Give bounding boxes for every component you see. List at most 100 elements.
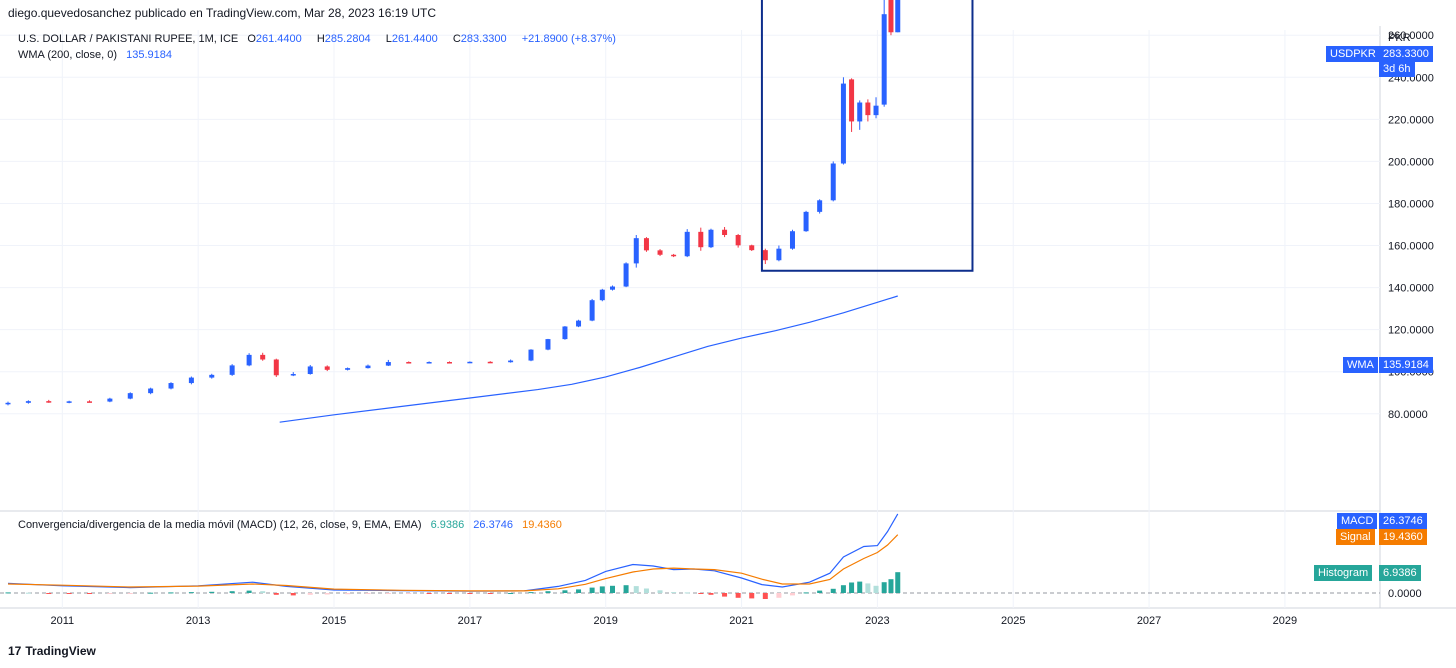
candle <box>735 233 741 248</box>
candle-body <box>508 360 514 363</box>
wma-label: WMA (200, close, 0) <box>18 49 118 61</box>
histogram-bar <box>643 588 649 593</box>
wma-axis-badge[interactable]: WMA <box>1343 357 1378 373</box>
candle <box>467 361 473 364</box>
candle-body <box>849 79 855 122</box>
time-tick-label: 2021 <box>729 615 753 627</box>
candle-body <box>487 361 493 364</box>
time-tick-label: 2027 <box>1137 615 1161 627</box>
histogram-bar <box>188 592 194 594</box>
signal-axis-badge[interactable]: Signal <box>1336 529 1375 545</box>
wma-value: 135.9184 <box>126 49 172 61</box>
tradingview-logo-icon: 17 <box>8 644 22 658</box>
candle-body <box>25 401 31 403</box>
candle <box>873 97 879 119</box>
histogram-bar <box>290 593 296 596</box>
histogram-bar <box>209 591 215 593</box>
price-tick-label: 80.0000 <box>1388 409 1428 421</box>
wma-legend[interactable]: WMA (200, close, 0) 135.9184 <box>18 49 178 61</box>
candle-body <box>576 320 582 327</box>
highlight-box[interactable] <box>760 0 974 272</box>
candle <box>803 210 809 232</box>
histogram-bar <box>528 592 534 594</box>
macd-signal-value: 19.4360 <box>522 519 562 531</box>
candle <box>307 364 313 375</box>
histogram-bar <box>345 593 351 595</box>
candle <box>446 361 452 364</box>
candle-body <box>562 326 568 340</box>
candle-body <box>148 388 154 394</box>
candle <box>66 400 72 404</box>
candle <box>684 229 690 258</box>
candle-body <box>789 231 795 249</box>
candle <box>273 358 279 377</box>
candle-body <box>209 374 215 378</box>
histogram-bar <box>87 593 93 594</box>
candle <box>643 237 649 252</box>
candle <box>857 100 863 130</box>
candle-body <box>671 254 677 257</box>
candles[interactable] <box>5 0 901 406</box>
histogram-bar <box>545 591 551 593</box>
candle <box>290 372 296 377</box>
candle <box>46 399 52 403</box>
candle-body <box>127 393 133 399</box>
candle-body <box>830 163 836 201</box>
macd-pane[interactable] <box>0 513 1380 599</box>
histogram-bar <box>749 593 755 599</box>
candle-body <box>722 229 728 236</box>
histogram-bar <box>487 593 493 594</box>
candle <box>406 361 412 364</box>
histogram-bar <box>817 590 823 593</box>
histogram-bar <box>66 593 72 594</box>
candle-body <box>5 402 11 405</box>
candle <box>365 364 371 369</box>
open-label: O <box>247 33 256 45</box>
histogram-bar <box>888 579 894 593</box>
countdown-badge: 3d 6h <box>1379 61 1415 77</box>
macd-legend[interactable]: Convergencia/divergencia de la media móv… <box>18 519 568 531</box>
time-tick-label: 2015 <box>322 615 346 627</box>
candle-body <box>385 362 391 366</box>
histogram-bar <box>406 593 412 594</box>
histogram-bar <box>671 592 677 594</box>
histogram-bar <box>148 592 154 594</box>
histogram-bar <box>260 591 266 593</box>
candle <box>888 0 894 36</box>
candle-body <box>684 231 690 257</box>
histogram-axis-badge[interactable]: Histogram <box>1314 565 1373 581</box>
candle <box>229 364 235 376</box>
time-tick-label: 2011 <box>51 615 75 627</box>
candle-body <box>803 211 809 232</box>
macd-axis-badge[interactable]: MACD <box>1337 513 1378 529</box>
symbol-badge[interactable]: USDPKR <box>1326 46 1380 62</box>
candle-body <box>290 374 296 376</box>
candle-body <box>246 354 252 366</box>
histogram-bar <box>657 590 663 593</box>
candle <box>881 0 887 107</box>
candle <box>209 373 215 379</box>
candle <box>107 397 113 403</box>
candle-body <box>735 235 741 246</box>
histogram-bar <box>324 593 330 595</box>
signal-series-line <box>7 534 899 592</box>
candle <box>168 382 174 390</box>
candle-body <box>599 289 605 301</box>
price-badge: 283.3300 <box>1379 46 1433 62</box>
candle-body <box>643 238 649 251</box>
macd-hist-value: 6.9386 <box>430 519 465 531</box>
time-tick-label: 2029 <box>1273 615 1297 627</box>
high-value: 285.2804 <box>324 33 371 45</box>
histogram-bar <box>830 588 836 593</box>
price-tick-label: 120.0000 <box>1388 325 1434 337</box>
candle-body <box>881 14 887 105</box>
candle-body <box>623 263 629 287</box>
histogram-bar <box>881 582 887 593</box>
tradingview-logo[interactable]: 17 TradingView <box>8 644 96 658</box>
macd-value: 26.3746 <box>473 519 514 531</box>
time-tick-label: 2025 <box>1001 615 1025 627</box>
macd-zero-tick: 0.0000 <box>1388 588 1422 600</box>
candle-body <box>895 0 901 33</box>
candle-body <box>307 366 313 375</box>
